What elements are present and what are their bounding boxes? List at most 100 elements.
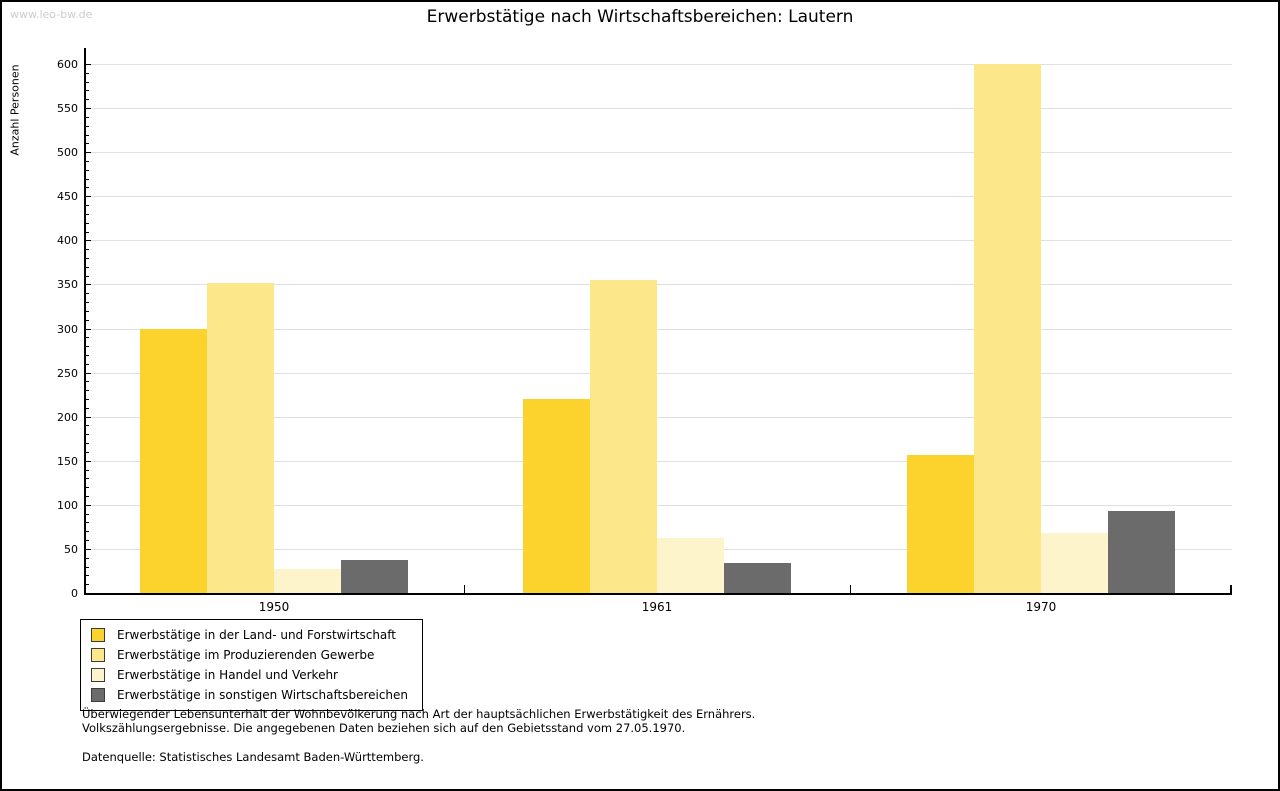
y-gridline (86, 64, 1232, 65)
y-axis-minor-tick (86, 187, 89, 189)
legend-item: Erwerbstätige im Produzierenden Gewerbe (81, 645, 408, 665)
y-axis-tick-label: 50 (64, 542, 78, 556)
y-axis-minor-tick (86, 469, 89, 471)
bar-1961-series-3 (657, 538, 724, 593)
y-gridline (86, 152, 1232, 154)
y-axis-minor-tick (86, 213, 89, 215)
y-axis-minor-tick (86, 125, 89, 127)
y-axis-minor-tick (86, 143, 89, 145)
y-axis-minor-tick (86, 346, 89, 348)
x-axis-separator-tick (850, 585, 851, 593)
legend-label: Erwerbstätige in sonstigen Wirtschaftsbe… (117, 688, 409, 702)
legend-label: Erwerbstätige in Handel und Verkehr (117, 668, 338, 682)
y-axis-tick-label: 550 (57, 102, 78, 116)
y-gridline (86, 240, 1232, 242)
y-axis-tick-label: 0 (71, 587, 78, 600)
y-axis-minor-tick (86, 302, 89, 304)
y-axis-tick-label: 500 (57, 146, 78, 160)
x-axis-label-1950: 1950 (258, 600, 290, 614)
bar-1950-series-2 (207, 282, 274, 593)
y-axis-minor-tick (86, 443, 89, 445)
y-axis-major-tick (86, 108, 91, 110)
bar-1961-series-1 (523, 399, 590, 593)
y-axis-minor-tick (86, 513, 89, 515)
y-axis-tick-label: 150 (57, 454, 78, 468)
x-axis-end-tick (1230, 585, 1232, 593)
footnotes: Überwiegender Lebensunterhalt der Wohnbe… (82, 707, 756, 765)
y-axis-minor-tick (86, 487, 89, 489)
bar-1961-series-4 (724, 563, 791, 593)
y-axis-minor-tick (86, 566, 89, 568)
y-axis-minor-tick (86, 478, 89, 480)
y-axis-minor-tick (86, 337, 89, 339)
y-axis-tick-label: 300 (57, 322, 78, 336)
y-axis-minor-tick (86, 266, 89, 268)
legend-swatch-icon (91, 668, 105, 682)
y-axis-major-tick (86, 196, 91, 198)
y-axis-minor-tick (86, 319, 89, 321)
y-gridline (86, 328, 1232, 330)
y-gridline (86, 504, 1232, 506)
y-axis-major-tick (86, 504, 91, 506)
y-axis-major-tick (86, 284, 91, 286)
y-axis-minor-tick (86, 363, 89, 365)
y-axis-minor-tick (86, 496, 89, 498)
y-axis-major-tick (86, 152, 91, 154)
footnote-line-2: Volkszählungsergebnisse. Die angegebenen… (82, 720, 686, 735)
bar-1970-series-4 (1108, 511, 1175, 593)
y-axis-minor-tick (86, 160, 89, 162)
bar-1961-series-2 (590, 280, 657, 593)
plot-area: 0 50 100 150 200 250 300 350 400 450 500 550 600 1950… (57, 48, 1232, 614)
y-axis-tick-label: 450 (57, 190, 78, 204)
y-axis-minor-tick (86, 134, 89, 136)
y-axis-minor-tick (86, 557, 89, 559)
y-gridline (86, 108, 1232, 110)
y-axis-minor-tick (86, 116, 89, 118)
y-axis-tick-label: 200 (57, 410, 78, 424)
footnote-line-1: Überwiegender Lebensunterhalt der Wohnbe… (82, 707, 756, 721)
y-axis-minor-tick (86, 81, 89, 83)
y-axis-minor-tick (86, 72, 89, 74)
y-axis-minor-tick (86, 293, 89, 295)
y-axis-minor-tick (86, 178, 89, 180)
legend-label: Erwerbstätige im Produzierenden Gewerbe (117, 648, 375, 662)
chart-title: Erwerbstätige nach Wirtschaftsbereichen:… (426, 7, 854, 27)
y-gridline (86, 196, 1232, 198)
legend-item: Erwerbstätige in Handel und Verkehr (81, 665, 408, 685)
y-axis-minor-tick (86, 249, 89, 251)
legend: Erwerbstätige in der Land- und Forstwirt… (80, 619, 424, 711)
y-axis-minor-tick (86, 222, 89, 224)
bar-1970-series-3 (1041, 533, 1108, 593)
x-axis-label-1970: 1970 (1025, 600, 1057, 614)
y-gridline (86, 416, 1232, 418)
legend-item: Erwerbstätige in der Land- und Forstwirt… (81, 625, 408, 645)
y-axis-major-tick (86, 240, 91, 242)
y-axis-minor-tick (86, 231, 89, 233)
x-axis-label-1961: 1961 (641, 600, 673, 614)
bar-1950-series-3 (274, 569, 341, 593)
y-axis-major-tick (86, 328, 91, 330)
y-axis-minor-tick (86, 354, 89, 356)
y-axis-minor-tick (86, 99, 89, 101)
y-axis-tick-label: 100 (57, 498, 78, 512)
y-axis-minor-tick (86, 390, 89, 392)
y-axis-major-tick (86, 548, 91, 550)
y-axis-minor-tick (86, 257, 89, 259)
y-axis-tick-label: 600 (57, 58, 78, 71)
legend-swatch-icon (91, 688, 105, 702)
bar-1950-series-4 (341, 560, 408, 593)
y-axis-major-tick (86, 460, 91, 462)
y-axis-minor-tick (86, 407, 89, 409)
y-axis-minor-tick (86, 399, 89, 401)
y-gridline (86, 460, 1232, 462)
y-axis-minor-tick (86, 425, 89, 427)
y-gridline (86, 284, 1232, 286)
bar-1970-series-2 (974, 64, 1041, 593)
legend-item: Erwerbstätige in sonstigen Wirtschaftsbe… (81, 685, 408, 705)
y-axis-major-tick (86, 416, 91, 418)
y-axis-minor-tick (86, 205, 89, 207)
legend-swatch-icon (91, 648, 105, 662)
legend-swatch-icon (91, 628, 105, 642)
y-axis-minor-tick (86, 451, 89, 453)
x-axis-separator-tick (464, 585, 465, 593)
